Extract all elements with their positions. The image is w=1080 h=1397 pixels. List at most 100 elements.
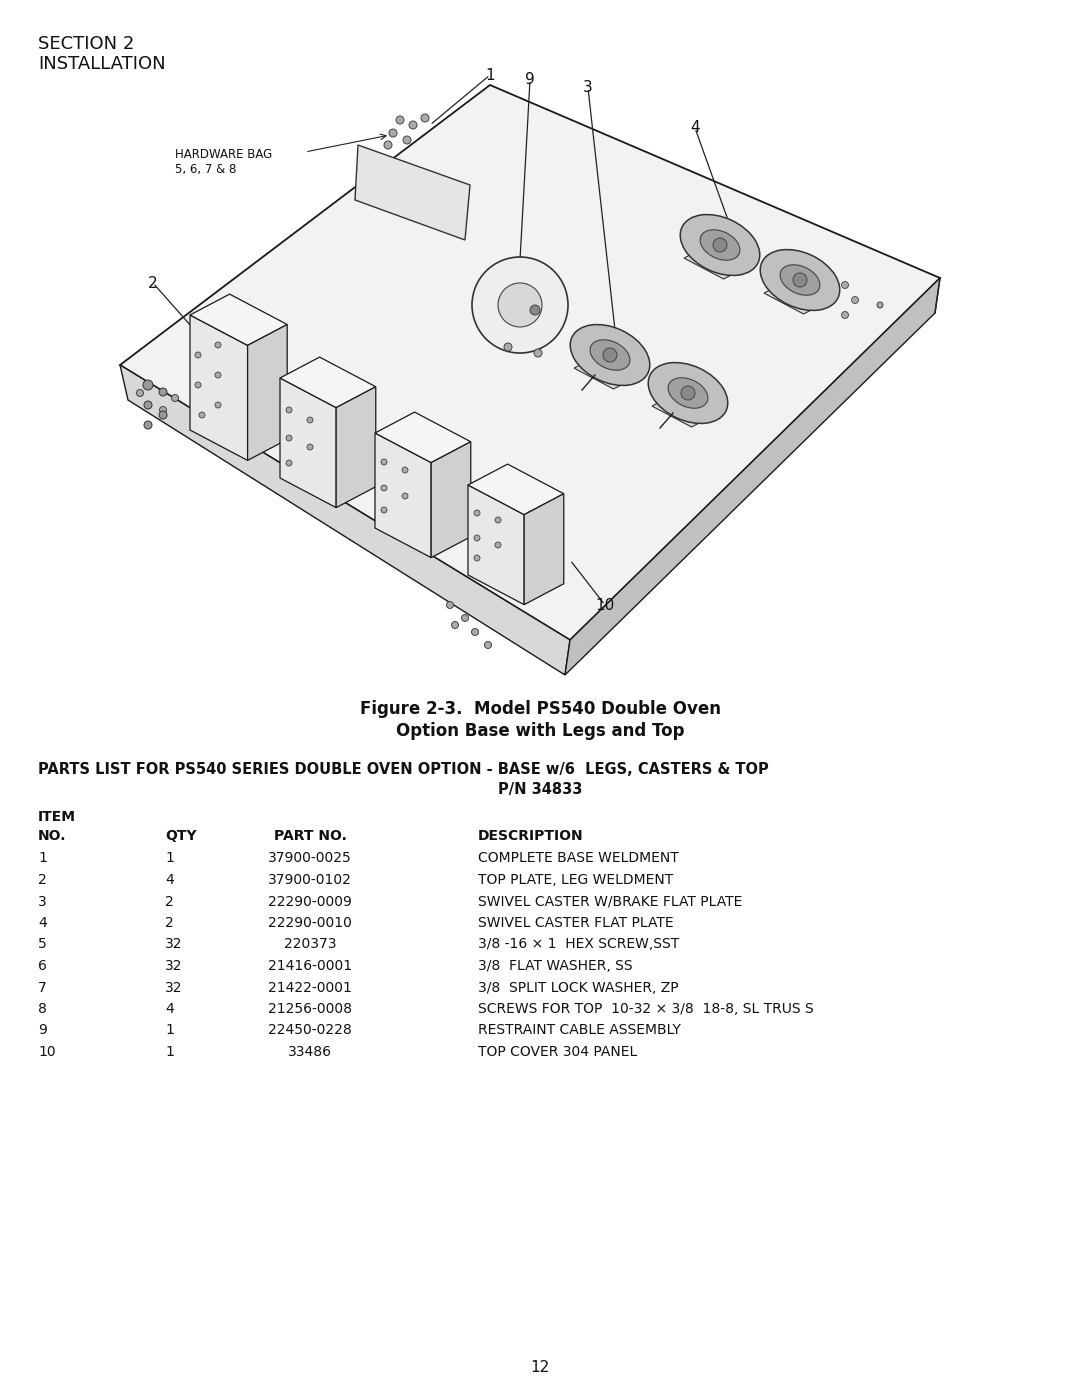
Ellipse shape [590, 339, 630, 370]
Polygon shape [375, 412, 471, 462]
Text: INSTALLATION: INSTALLATION [38, 54, 165, 73]
Circle shape [307, 444, 313, 450]
Circle shape [215, 402, 221, 408]
Circle shape [472, 629, 478, 636]
Polygon shape [375, 433, 431, 557]
Circle shape [402, 467, 408, 474]
Text: 3/8  FLAT WASHER, SS: 3/8 FLAT WASHER, SS [478, 958, 633, 972]
Circle shape [159, 411, 167, 419]
Text: NO.: NO. [38, 828, 67, 842]
Text: 9: 9 [38, 1024, 46, 1038]
Ellipse shape [570, 324, 650, 386]
Polygon shape [684, 242, 756, 279]
Polygon shape [247, 324, 287, 461]
Text: 32: 32 [165, 937, 183, 951]
Text: Option Base with Legs and Top: Option Base with Legs and Top [395, 722, 685, 740]
Ellipse shape [669, 377, 707, 408]
Circle shape [841, 312, 849, 319]
Text: PART NO.: PART NO. [273, 828, 347, 842]
Circle shape [474, 555, 480, 562]
Circle shape [143, 380, 153, 390]
Circle shape [498, 284, 542, 327]
Polygon shape [573, 351, 646, 388]
Circle shape [384, 141, 392, 149]
Circle shape [713, 237, 727, 251]
Text: 1: 1 [165, 852, 174, 866]
Circle shape [144, 420, 152, 429]
Text: SCREWS FOR TOP  10-32 × 3/8  18-8, SL TRUS S: SCREWS FOR TOP 10-32 × 3/8 18-8, SL TRUS… [478, 1002, 813, 1016]
Circle shape [199, 412, 205, 418]
Circle shape [307, 416, 313, 423]
Text: 22290-0009: 22290-0009 [268, 894, 352, 908]
Circle shape [381, 507, 387, 513]
Circle shape [421, 115, 429, 122]
Circle shape [534, 349, 542, 358]
Text: 9: 9 [525, 73, 535, 88]
Text: SECTION 2: SECTION 2 [38, 35, 134, 53]
Text: 37900-0102: 37900-0102 [268, 873, 352, 887]
Text: 2: 2 [165, 916, 174, 930]
Ellipse shape [780, 265, 820, 295]
Circle shape [446, 602, 454, 609]
Circle shape [530, 305, 540, 314]
Circle shape [195, 352, 201, 358]
Ellipse shape [680, 215, 759, 275]
Polygon shape [280, 358, 376, 408]
Circle shape [877, 302, 883, 307]
Ellipse shape [648, 363, 728, 423]
Text: 3/8  SPLIT LOCK WASHER, ZP: 3/8 SPLIT LOCK WASHER, ZP [478, 981, 678, 995]
Polygon shape [280, 379, 336, 507]
Text: 2: 2 [38, 873, 46, 887]
Circle shape [381, 485, 387, 490]
Circle shape [286, 407, 292, 414]
Circle shape [172, 394, 178, 401]
Text: 2: 2 [165, 894, 174, 908]
Text: SWIVEL CASTER W/BRAKE FLAT PLATE: SWIVEL CASTER W/BRAKE FLAT PLATE [478, 894, 742, 908]
Text: QTY: QTY [165, 828, 197, 842]
Circle shape [402, 493, 408, 499]
Circle shape [215, 342, 221, 348]
Polygon shape [431, 441, 471, 557]
Polygon shape [524, 493, 564, 605]
Text: 6: 6 [38, 958, 46, 972]
Text: TOP COVER 304 PANEL: TOP COVER 304 PANEL [478, 1045, 637, 1059]
Circle shape [681, 386, 696, 400]
Polygon shape [355, 145, 470, 240]
Circle shape [485, 641, 491, 648]
Circle shape [603, 348, 617, 362]
Circle shape [461, 615, 469, 622]
Polygon shape [652, 388, 724, 427]
Text: 10: 10 [38, 1045, 56, 1059]
Text: 4: 4 [165, 1002, 174, 1016]
Circle shape [144, 401, 152, 409]
Circle shape [403, 136, 411, 144]
Circle shape [495, 542, 501, 548]
Polygon shape [468, 485, 524, 605]
Text: 1: 1 [165, 1024, 174, 1038]
Text: COMPLETE BASE WELDMENT: COMPLETE BASE WELDMENT [478, 852, 678, 866]
Circle shape [160, 407, 166, 414]
Polygon shape [190, 314, 247, 461]
Text: 7: 7 [38, 981, 46, 995]
Text: 37900-0025: 37900-0025 [268, 852, 352, 866]
Circle shape [474, 510, 480, 515]
Text: Figure 2-3.  Model PS540 Double Oven: Figure 2-3. Model PS540 Double Oven [360, 700, 720, 718]
Text: 12: 12 [530, 1361, 550, 1375]
Circle shape [381, 460, 387, 465]
Text: DESCRIPTION: DESCRIPTION [478, 828, 583, 842]
Polygon shape [190, 295, 287, 345]
Circle shape [286, 434, 292, 441]
Ellipse shape [760, 250, 840, 310]
Text: 3: 3 [583, 81, 593, 95]
Circle shape [195, 381, 201, 388]
Circle shape [159, 388, 167, 395]
Polygon shape [565, 278, 940, 675]
Text: 3/8 -16 × 1  HEX SCREW,SST: 3/8 -16 × 1 HEX SCREW,SST [478, 937, 679, 951]
Text: P/N 34833: P/N 34833 [498, 782, 582, 798]
Text: HARDWARE BAG: HARDWARE BAG [175, 148, 272, 161]
Text: 10: 10 [595, 598, 615, 612]
Text: 32: 32 [165, 958, 183, 972]
Text: 5, 6, 7 & 8: 5, 6, 7 & 8 [175, 163, 237, 176]
Circle shape [495, 517, 501, 522]
Text: 1: 1 [38, 852, 46, 866]
